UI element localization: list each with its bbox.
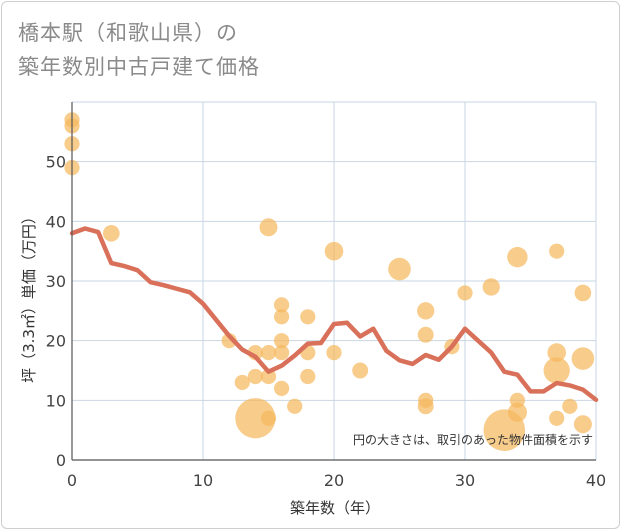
trend-line [69,226,599,402]
x-tick-label: 40 [586,471,606,490]
x-tick-label: 20 [324,471,344,490]
data-bubble [274,333,290,349]
data-bubble [234,374,250,391]
data-bubble [259,218,278,237]
data-bubble [457,285,473,301]
data-bubble [573,415,592,434]
y-tick-label: 30 [46,272,66,291]
data-bubble [274,380,290,396]
data-bubble [274,297,290,313]
data-bubble [549,410,565,426]
data-bubble [543,357,570,384]
data-bubble [352,362,369,379]
data-bubble [547,343,567,362]
data-bubble [300,309,316,325]
trend-layer [69,226,599,402]
chart-title-line2: 築年数別中古戸建て価格 [18,55,260,79]
data-bubble [235,398,276,439]
data-bubble [507,246,528,268]
data-bubble [417,398,434,415]
y-axis-label: 坪（3.3㎡）単価（万円） [20,209,38,383]
x-tick-label: 0 [67,471,77,490]
data-bubble [562,398,578,414]
data-bubble [102,224,120,242]
y-tick-label: 10 [46,391,66,410]
data-bubble [324,241,344,261]
data-bubble [260,368,277,385]
chart-title: 橋本駅（和歌山県）の 築年数別中古戸建て価格 [18,16,260,84]
x-tick-label: 10 [193,471,213,490]
chart-title-line1: 橋本駅（和歌山県）の [18,21,238,45]
data-bubble [507,402,528,422]
data-bubble [274,309,290,325]
axis-layer: 0 10 20 30 40 0 10 20 30 40 50 [46,102,606,490]
bubble-layer [64,112,595,451]
data-bubble [260,410,277,426]
data-bubble [571,347,595,370]
data-bubble [549,243,565,259]
y-tick-label: 20 [46,332,66,351]
data-bubble [388,257,411,281]
y-tick-label: 40 [46,212,66,231]
y-tick-label: 50 [46,153,66,172]
data-bubble [417,302,435,320]
x-tick-label: 30 [455,471,475,490]
data-bubble [326,345,342,361]
bubble-size-note: 円の大きさは、取引のあった物件面積を示す [353,432,593,447]
data-bubble [300,368,316,385]
x-axis-label: 築年数（年） [290,499,380,517]
y-tick-label: 0 [56,451,66,470]
data-bubble [287,398,303,414]
data-bubble [260,345,277,361]
data-bubble [574,284,592,302]
data-bubble [247,368,263,385]
data-bubble [482,278,500,296]
data-bubble [274,345,290,361]
data-bubble [417,326,434,343]
